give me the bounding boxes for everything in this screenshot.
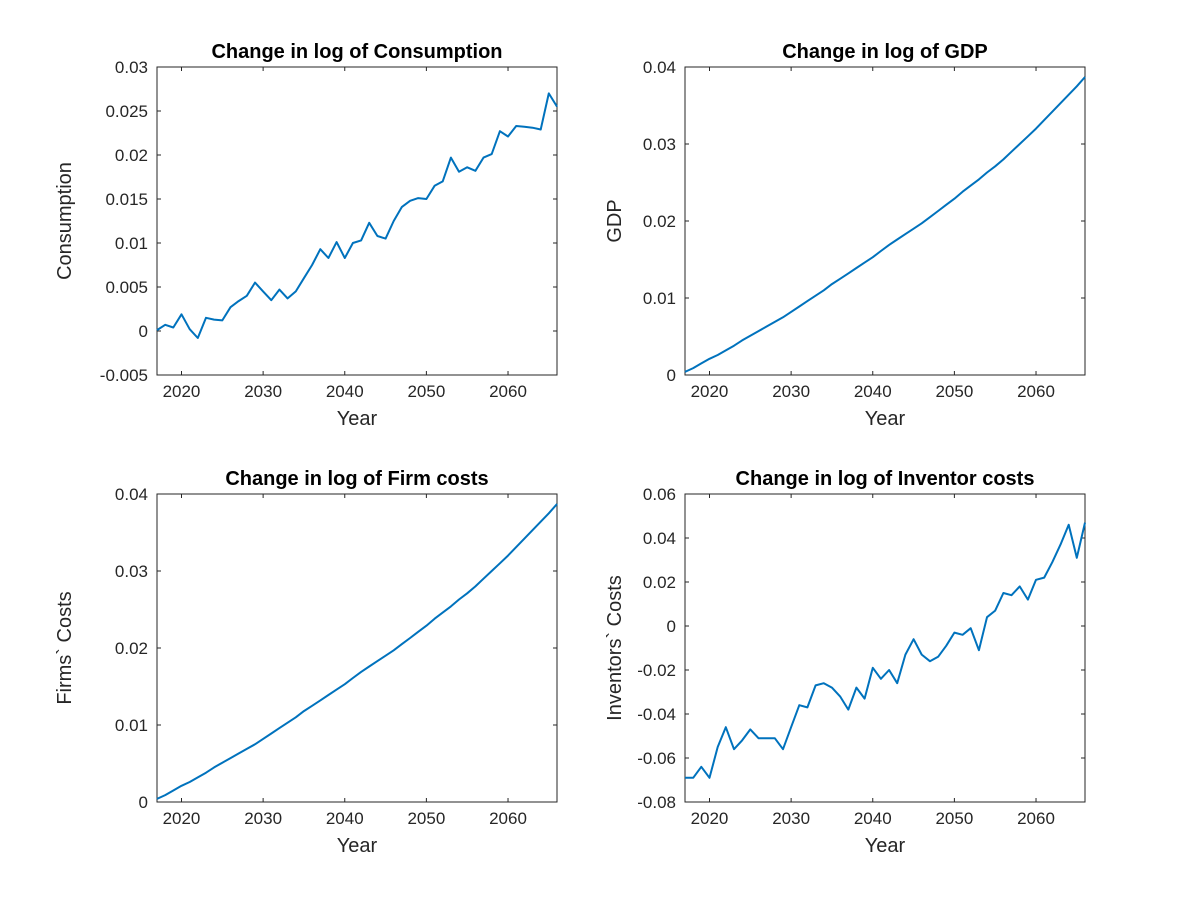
x-axis-label: Year [337, 835, 378, 857]
y-tick-label: 0.04 [115, 485, 148, 504]
x-tick-label: 2050 [935, 809, 973, 828]
y-tick-label: 0 [667, 366, 676, 385]
y-tick-label: 0.03 [643, 135, 676, 154]
x-tick-label: 2030 [772, 809, 810, 828]
x-tick-label: 2020 [163, 382, 201, 401]
plot-area [684, 493, 1086, 803]
x-tick-label: 2050 [935, 382, 973, 401]
chart-title: Change in log of Firm costs [225, 468, 488, 490]
x-tick-label: 2020 [163, 809, 201, 828]
y-axis-label: Consumption [54, 162, 76, 280]
series-line [156, 503, 558, 800]
x-tick-label: 2060 [1017, 382, 1055, 401]
series-line [685, 522, 1086, 779]
x-tick-label: 2040 [326, 382, 364, 401]
x-tick-label: 2030 [244, 382, 282, 401]
x-axis-label: Year [865, 408, 906, 430]
y-tick-label: 0.005 [105, 278, 148, 297]
y-tick-label: -0.005 [100, 366, 148, 385]
x-tick-label: 2050 [407, 809, 445, 828]
chart-title: Change in log of Inventor costs [736, 468, 1035, 490]
y-tick-label: 0.02 [115, 639, 148, 658]
x-tick-label: 2030 [244, 809, 282, 828]
y-tick-label: 0.06 [643, 485, 676, 504]
y-tick-label: 0.025 [105, 102, 148, 121]
y-tick-label: -0.06 [637, 749, 676, 768]
y-tick-label: 0.02 [643, 212, 676, 231]
x-tick-label: 2040 [854, 809, 892, 828]
y-axis-label: GDP [604, 199, 626, 242]
y-tick-label: 0 [139, 793, 148, 812]
y-tick-label: 0.03 [115, 58, 148, 77]
y-tick-label: 0.03 [115, 562, 148, 581]
plot-area [684, 66, 1086, 376]
plot-area [156, 493, 558, 803]
x-tick-label: 2040 [326, 809, 364, 828]
y-tick-label: -0.08 [637, 793, 676, 812]
y-tick-label: 0.01 [643, 289, 676, 308]
x-tick-label: 2060 [1017, 809, 1055, 828]
x-tick-label: 2060 [489, 382, 527, 401]
y-tick-label: 0.04 [643, 58, 676, 77]
x-tick-label: 2020 [691, 809, 729, 828]
y-tick-label: 0 [139, 322, 148, 341]
x-tick-label: 2030 [772, 382, 810, 401]
chart-firm-costs: 2020 2030 2040 2050 2060 0 0.01 0.02 0.03 0.04 Cha… [54, 468, 558, 857]
y-tick-label: 0.04 [643, 529, 676, 548]
x-tick-label: 2040 [854, 382, 892, 401]
y-axis-label: Firms` Costs [54, 591, 76, 704]
chart-title: Change in log of Consumption [211, 41, 502, 63]
y-tick-label: 0 [667, 617, 676, 636]
series-line [156, 92, 558, 339]
x-axis-label: Year [337, 408, 378, 430]
series-line [684, 76, 1086, 373]
chart-title: Change in log of GDP [782, 41, 988, 63]
y-tick-label: -0.04 [637, 705, 676, 724]
y-tick-label: -0.02 [637, 661, 676, 680]
x-axis-label: Year [865, 835, 906, 857]
y-tick-label: 0.02 [115, 146, 148, 165]
plot-area [156, 66, 558, 376]
y-axis-label: Inventors` Costs [604, 575, 626, 721]
chart-gdp: 2020 2030 2040 2050 2060 0 0.01 0.02 0.03 0.04 Cha… [604, 41, 1086, 430]
y-tick-label: 0.01 [115, 234, 148, 253]
y-tick-label: 0.015 [105, 190, 148, 209]
x-tick-label: 2020 [691, 382, 729, 401]
chart-consumption: 2020 2030 2040 2050 2060 -0.005 0 0.005 0.01 0.01… [54, 41, 558, 430]
x-tick-label: 2050 [407, 382, 445, 401]
y-tick-label: 0.01 [115, 716, 148, 735]
chart-inventor-costs: 2020 2030 2040 2050 2060 -0.08 -0.06 -0.04 -0.02… [604, 468, 1086, 857]
y-tick-label: 0.02 [643, 573, 676, 592]
x-tick-label: 2060 [489, 809, 527, 828]
